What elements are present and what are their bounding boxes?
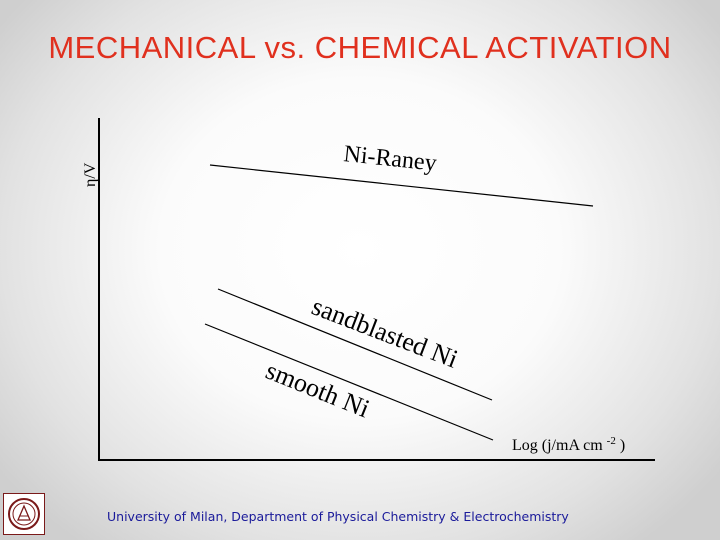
ni-raney-line <box>209 164 594 207</box>
x-axis-label-suffix: ) <box>620 437 625 454</box>
footer-text: University of Milan, Department of Physi… <box>107 509 569 524</box>
x-axis-label-sup: -2 <box>607 435 616 447</box>
university-seal-icon <box>3 493 45 535</box>
slide-title: MECHANICAL vs. CHEMICAL ACTIVATION <box>48 30 672 65</box>
y-axis-label: η/V <box>82 162 99 187</box>
smooth-ni-label: smooth Ni <box>262 356 374 424</box>
x-axis-label-prefix: Log (j/mA cm <box>512 437 603 454</box>
sandblasted-ni-label: sandblasted Ni <box>308 292 462 374</box>
x-axis-label: Log (j/mA cm -2 ) <box>512 431 625 454</box>
ni-raney-label: Ni-Raney <box>342 141 438 177</box>
smooth-ni-line <box>204 323 494 441</box>
sandblasted-ni-line <box>217 288 493 401</box>
